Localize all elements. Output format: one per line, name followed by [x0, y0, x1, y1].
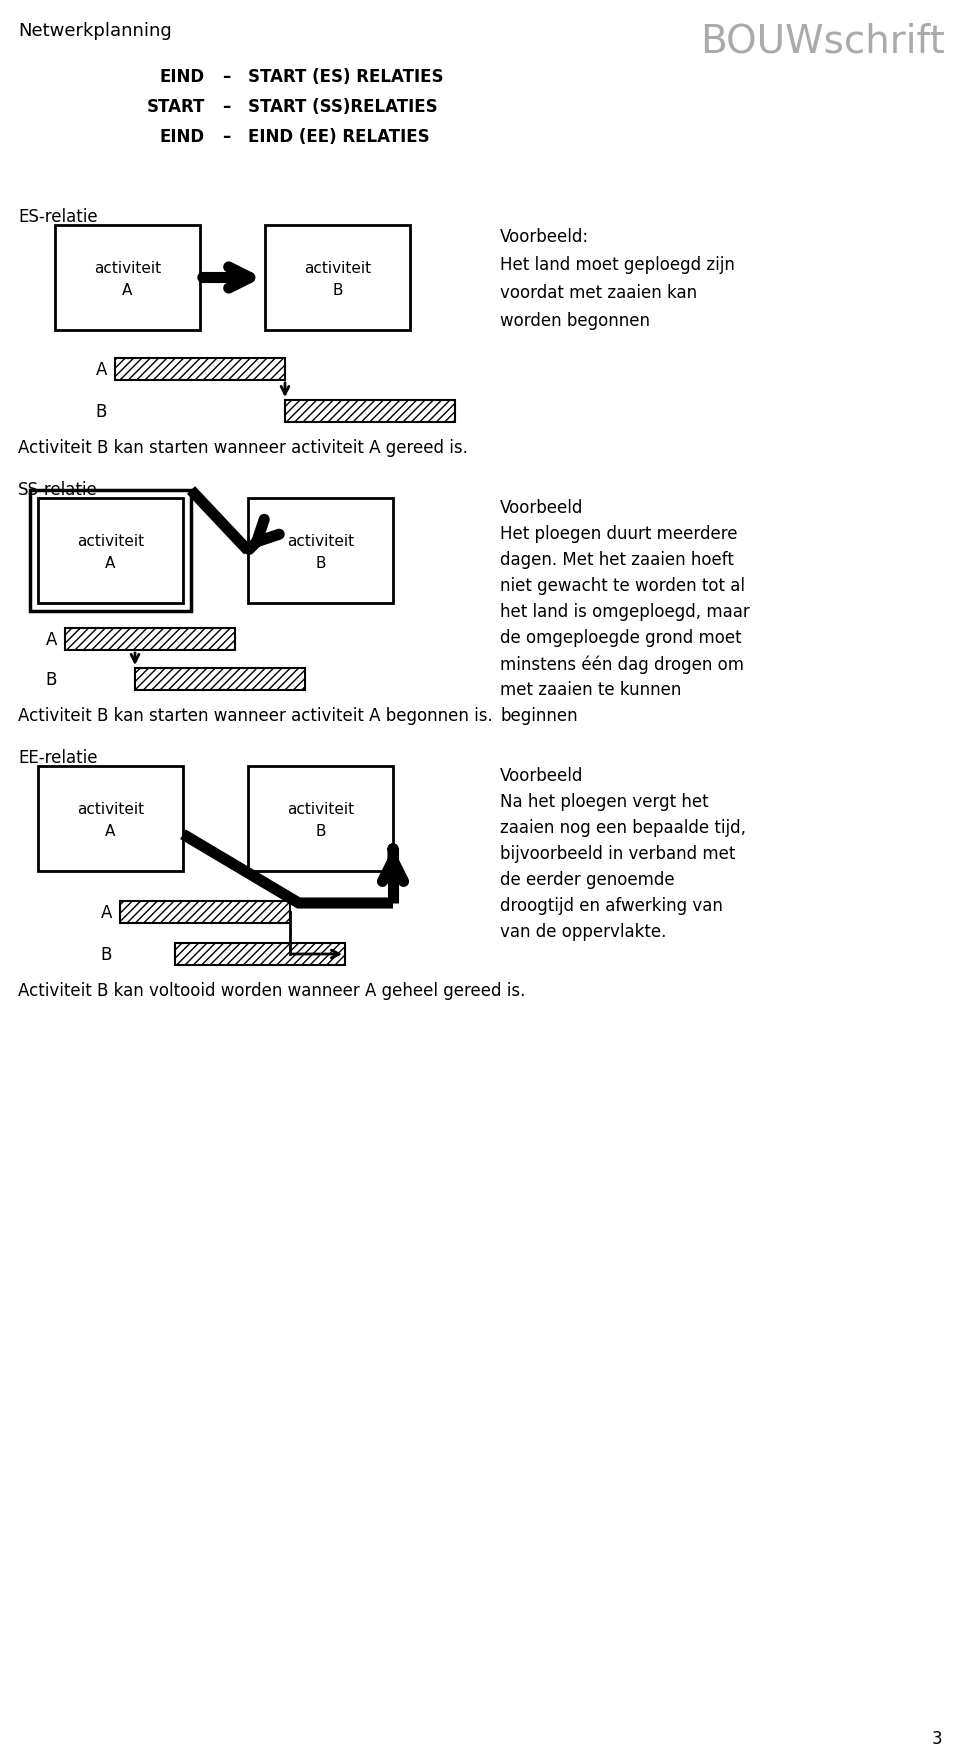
- Text: START (SS)RELATIES: START (SS)RELATIES: [248, 99, 438, 116]
- Text: de omgeploegde grond moet: de omgeploegde grond moet: [500, 628, 742, 647]
- Text: Het land moet geploegd zijn: Het land moet geploegd zijn: [500, 256, 734, 273]
- Text: Het ploegen duurt meerdere: Het ploegen duurt meerdere: [500, 524, 737, 543]
- Text: activiteit: activiteit: [77, 801, 144, 817]
- Text: START (ES) RELATIES: START (ES) RELATIES: [248, 69, 444, 86]
- Text: B: B: [315, 556, 325, 572]
- Bar: [135, 669, 305, 691]
- Text: activiteit: activiteit: [94, 261, 161, 275]
- Text: Voorbeeld: Voorbeeld: [500, 499, 584, 517]
- Text: minstens één dag drogen om: minstens één dag drogen om: [500, 654, 744, 674]
- Bar: [120, 901, 290, 924]
- Text: A: A: [46, 632, 57, 649]
- Bar: [248, 767, 393, 871]
- Text: Activiteit B kan starten wanneer activiteit A gereed is.: Activiteit B kan starten wanneer activit…: [18, 439, 468, 457]
- Text: de eerder genoemde: de eerder genoemde: [500, 870, 675, 889]
- Text: EIND: EIND: [160, 129, 205, 146]
- Text: bijvoorbeeld in verband met: bijvoorbeeld in verband met: [500, 845, 735, 863]
- Bar: [265, 226, 410, 332]
- Text: Voorbeeld:: Voorbeeld:: [500, 228, 589, 245]
- Text: dagen. Met het zaaien hoeft: dagen. Met het zaaien hoeft: [500, 550, 733, 568]
- Text: B: B: [315, 824, 325, 838]
- Text: activiteit: activiteit: [287, 534, 354, 549]
- Text: voordat met zaaien kan: voordat met zaaien kan: [500, 284, 697, 302]
- Text: B: B: [96, 402, 107, 422]
- Bar: [55, 226, 200, 332]
- Text: B: B: [101, 946, 112, 963]
- Bar: [175, 944, 345, 965]
- Text: Netwerkplanning: Netwerkplanning: [18, 21, 172, 41]
- Text: 3: 3: [931, 1729, 942, 1746]
- Text: EE-relatie: EE-relatie: [18, 748, 98, 767]
- Bar: [65, 628, 235, 651]
- Text: activiteit: activiteit: [77, 534, 144, 549]
- Text: –: –: [222, 69, 230, 86]
- Bar: [30, 490, 191, 612]
- Text: beginnen: beginnen: [500, 707, 578, 725]
- Text: met zaaien te kunnen: met zaaien te kunnen: [500, 681, 682, 699]
- Text: A: A: [101, 903, 112, 921]
- Bar: [248, 499, 393, 603]
- Text: het land is omgeploegd, maar: het land is omgeploegd, maar: [500, 603, 750, 621]
- Text: Voorbeeld: Voorbeeld: [500, 767, 584, 785]
- Text: SS-relatie: SS-relatie: [18, 482, 98, 499]
- Text: activiteit: activiteit: [287, 801, 354, 817]
- Bar: [285, 400, 455, 423]
- Text: BOUWschrift: BOUWschrift: [700, 21, 945, 60]
- Bar: [38, 767, 183, 871]
- Text: ES-relatie: ES-relatie: [18, 208, 98, 226]
- Text: A: A: [96, 362, 107, 379]
- Text: Na het ploegen vergt het: Na het ploegen vergt het: [500, 792, 708, 810]
- Text: activiteit: activiteit: [304, 261, 372, 275]
- Text: van de oppervlakte.: van de oppervlakte.: [500, 923, 666, 940]
- Text: A: A: [106, 556, 116, 572]
- Text: B: B: [46, 670, 57, 688]
- Text: –: –: [222, 99, 230, 116]
- Bar: [38, 499, 183, 603]
- Text: EIND: EIND: [160, 69, 205, 86]
- Text: –: –: [222, 129, 230, 146]
- Text: EIND (EE) RELATIES: EIND (EE) RELATIES: [248, 129, 430, 146]
- Text: droogtijd en afwerking van: droogtijd en afwerking van: [500, 896, 723, 914]
- Text: Activiteit B kan starten wanneer activiteit A begonnen is.: Activiteit B kan starten wanneer activit…: [18, 707, 492, 725]
- Bar: [115, 358, 285, 381]
- Text: B: B: [332, 282, 343, 298]
- Text: A: A: [106, 824, 116, 838]
- Text: niet gewacht te worden tot al: niet gewacht te worden tot al: [500, 577, 745, 594]
- Text: Activiteit B kan voltooid worden wanneer A geheel gereed is.: Activiteit B kan voltooid worden wanneer…: [18, 981, 525, 1000]
- Text: zaaien nog een bepaalde tijd,: zaaien nog een bepaalde tijd,: [500, 818, 746, 836]
- Text: START: START: [147, 99, 205, 116]
- Text: A: A: [122, 282, 132, 298]
- Text: worden begonnen: worden begonnen: [500, 312, 650, 330]
